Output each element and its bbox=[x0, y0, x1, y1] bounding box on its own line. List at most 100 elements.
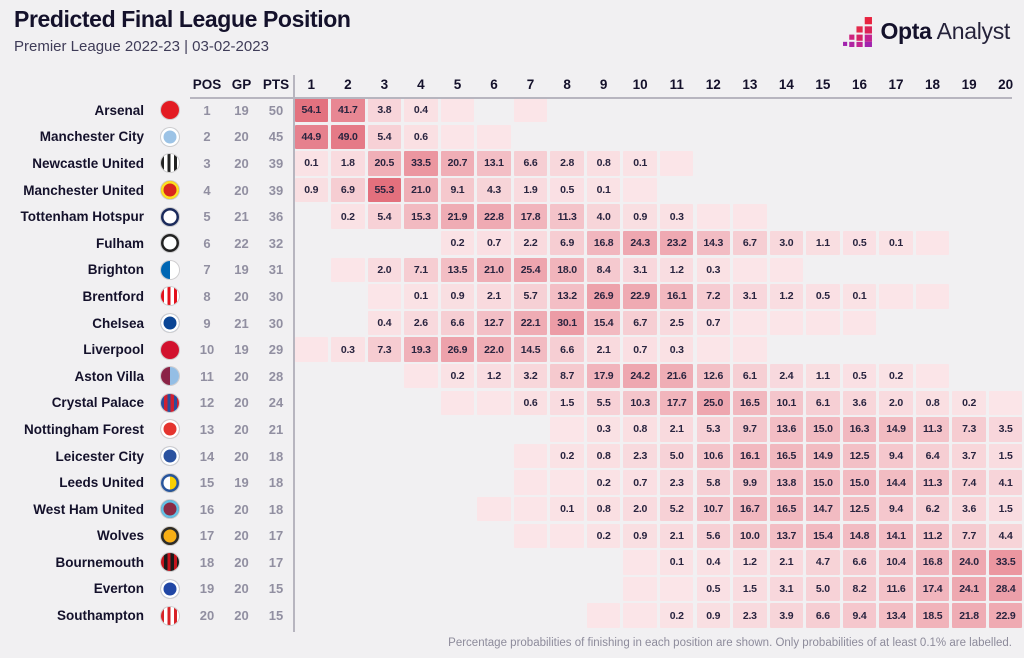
club-crest bbox=[161, 367, 179, 386]
prob-heat bbox=[659, 151, 694, 176]
prob-cell-pos-17 bbox=[878, 203, 915, 230]
prob-heat: 17.8 bbox=[513, 204, 548, 229]
table-row: Arsenal 1 19 50 54.1 41.7 3.8 0.4 bbox=[0, 97, 1024, 124]
prob-heat: 3.0 bbox=[769, 231, 804, 256]
crest-cell bbox=[150, 340, 190, 359]
prob-heat bbox=[513, 443, 548, 469]
prob-cell-pos-10: 24.3 bbox=[622, 230, 659, 257]
prob-cell-pos-11 bbox=[658, 124, 695, 151]
prob-cell-pos-8: 1.5 bbox=[549, 390, 586, 417]
prob-cell-pos-13: 16.1 bbox=[732, 443, 769, 470]
prob-heat: 24.0 bbox=[952, 550, 986, 575]
prediction-heatmap-table: POS GP PTS 1 2 3 4 5 6 7 8 9 10 11 12 13 14 15 16 17 18 19 20 A… bbox=[0, 72, 1024, 629]
prob-cell-pos-10: 2.0 bbox=[622, 496, 659, 523]
prob-cell-pos-6: 2.1 bbox=[476, 283, 513, 310]
prob-cell-pos-4: 21.0 bbox=[403, 177, 440, 204]
prob-heat bbox=[550, 470, 584, 495]
crest-cell bbox=[150, 447, 190, 466]
prob-cell-pos-14: 13.8 bbox=[768, 469, 805, 496]
column-header-position-6: 6 bbox=[490, 77, 498, 92]
prob-cell-pos-16: 15.0 bbox=[841, 469, 878, 496]
prob-cell-pos-5: 0.2 bbox=[439, 363, 476, 390]
prob-cell-pos-20 bbox=[987, 257, 1024, 284]
prob-cell-pos-13 bbox=[732, 310, 769, 337]
brand-analyst: Analyst bbox=[936, 18, 1011, 44]
gp-value: 20 bbox=[234, 448, 249, 464]
prob-cell-pos-10: 0.9 bbox=[622, 523, 659, 550]
prob-cell-pos-15: 14.9 bbox=[805, 443, 842, 470]
prob-cell-pos-5 bbox=[439, 124, 476, 151]
column-header-position-7: 7 bbox=[526, 77, 535, 92]
prob-heat: 3.5 bbox=[988, 417, 1023, 442]
prob-cell-pos-3: 55.3 bbox=[366, 177, 403, 204]
prob-cell-pos-20: 22.9 bbox=[987, 602, 1024, 629]
prob-cell-pos-18 bbox=[914, 177, 951, 204]
prob-heat: 18.0 bbox=[550, 257, 584, 283]
prob-cell-pos-16: 3.6 bbox=[841, 390, 878, 417]
prob-heat: 11.3 bbox=[915, 470, 950, 495]
club-crest bbox=[161, 260, 179, 279]
prob-cell-pos-6: 22.8 bbox=[476, 203, 513, 230]
prob-cell-pos-2 bbox=[330, 257, 367, 284]
prob-heat bbox=[550, 417, 584, 442]
prob-cell-pos-4 bbox=[403, 549, 440, 576]
prob-cell-pos-6 bbox=[476, 602, 513, 629]
prob-heat: 0.5 bbox=[842, 231, 877, 256]
page-title: Predicted Final League Position bbox=[14, 6, 351, 32]
gp-value: 20 bbox=[234, 608, 249, 624]
prob-cell-pos-17: 13.4 bbox=[878, 602, 915, 629]
prob-cell-pos-7: 14.5 bbox=[512, 336, 549, 363]
prob-cell-pos-20 bbox=[987, 390, 1024, 417]
prob-cell-pos-8 bbox=[549, 97, 586, 124]
prob-cell-pos-4: 0.6 bbox=[403, 124, 440, 151]
column-header-position-18: 18 bbox=[925, 77, 941, 92]
prob-heat: 0.6 bbox=[404, 124, 438, 150]
prob-cell-pos-5: 21.9 bbox=[439, 203, 476, 230]
prob-cell-pos-13 bbox=[732, 150, 769, 177]
prob-heat bbox=[623, 550, 657, 575]
prob-cell-pos-12 bbox=[695, 124, 732, 151]
prob-cell-pos-4: 2.6 bbox=[403, 310, 440, 337]
club-crest bbox=[161, 127, 179, 146]
prob-heat: 22.1 bbox=[513, 310, 548, 336]
prob-cell-pos-3: 7.3 bbox=[366, 336, 403, 363]
prob-cell-pos-18 bbox=[914, 124, 951, 151]
prob-cell-pos-2: 0.2 bbox=[330, 203, 367, 230]
prob-cell-pos-10 bbox=[622, 97, 659, 124]
prob-cell-pos-3 bbox=[366, 523, 403, 550]
club-crest bbox=[161, 500, 179, 519]
prob-heat: 0.1 bbox=[879, 231, 913, 256]
prob-heat bbox=[440, 390, 475, 416]
prob-cell-pos-16 bbox=[841, 310, 878, 337]
prob-heat: 1.2 bbox=[659, 257, 694, 283]
prob-cell-pos-16 bbox=[841, 336, 878, 363]
prob-cell-pos-13 bbox=[732, 203, 769, 230]
prob-cell-pos-5 bbox=[439, 523, 476, 550]
prob-cell-pos-17 bbox=[878, 257, 915, 284]
prob-cell-pos-10: 24.2 bbox=[622, 363, 659, 390]
prob-heat: 6.6 bbox=[842, 550, 877, 575]
prob-heat bbox=[696, 204, 731, 229]
prob-cell-pos-17 bbox=[878, 97, 915, 124]
prob-cell-pos-19 bbox=[951, 257, 988, 284]
column-header-pos: POS bbox=[192, 77, 222, 92]
prob-cell-pos-10: 0.9 bbox=[622, 203, 659, 230]
prob-heat: 2.6 bbox=[404, 310, 438, 336]
prob-heat: 9.4 bbox=[879, 497, 913, 522]
prob-cell-pos-7 bbox=[512, 523, 549, 550]
prob-cell-pos-19 bbox=[951, 203, 988, 230]
gp-value: 19 bbox=[234, 102, 249, 118]
club-crest bbox=[161, 287, 179, 306]
prob-heat: 2.5 bbox=[659, 310, 694, 336]
prob-cell-pos-9 bbox=[585, 549, 622, 576]
prob-heat bbox=[404, 364, 438, 389]
pts-value: 18 bbox=[268, 501, 284, 517]
prob-cell-pos-11 bbox=[658, 97, 695, 124]
prob-cell-pos-18 bbox=[914, 363, 951, 390]
pts-value: 39 bbox=[268, 182, 284, 198]
prob-cell-pos-3 bbox=[366, 576, 403, 603]
team-name: Manchester City bbox=[39, 129, 144, 145]
prob-cell-pos-3 bbox=[366, 283, 403, 310]
club-crest bbox=[161, 420, 179, 439]
prob-cell-pos-8: 11.3 bbox=[549, 203, 586, 230]
